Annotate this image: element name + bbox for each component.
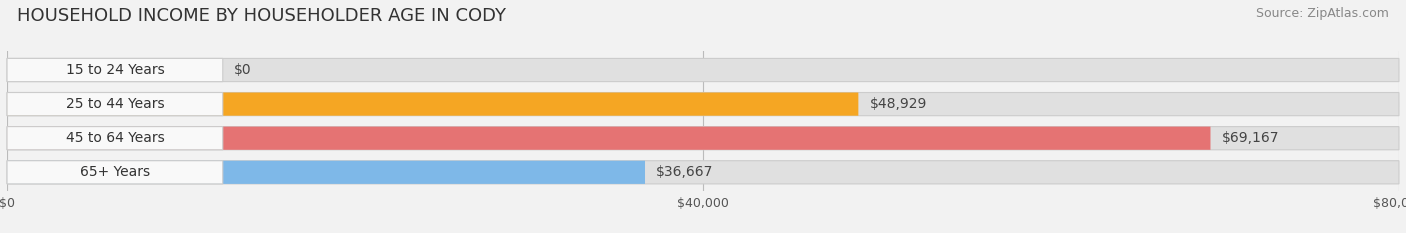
Text: HOUSEHOLD INCOME BY HOUSEHOLDER AGE IN CODY: HOUSEHOLD INCOME BY HOUSEHOLDER AGE IN C… [17,7,506,25]
FancyBboxPatch shape [7,161,222,184]
Text: Source: ZipAtlas.com: Source: ZipAtlas.com [1256,7,1389,20]
FancyBboxPatch shape [7,58,222,82]
Text: 45 to 64 Years: 45 to 64 Years [66,131,165,145]
FancyBboxPatch shape [7,127,1211,150]
FancyBboxPatch shape [7,93,222,116]
Text: $48,929: $48,929 [869,97,927,111]
Text: 25 to 44 Years: 25 to 44 Years [66,97,165,111]
FancyBboxPatch shape [7,58,1399,82]
FancyBboxPatch shape [7,93,1399,116]
Text: 15 to 24 Years: 15 to 24 Years [66,63,165,77]
FancyBboxPatch shape [7,127,222,150]
FancyBboxPatch shape [7,161,1399,184]
Text: $69,167: $69,167 [1222,131,1279,145]
FancyBboxPatch shape [7,161,645,184]
FancyBboxPatch shape [7,127,1399,150]
FancyBboxPatch shape [7,93,858,116]
Text: $36,667: $36,667 [657,165,713,179]
Text: $0: $0 [233,63,252,77]
Text: 65+ Years: 65+ Years [80,165,150,179]
